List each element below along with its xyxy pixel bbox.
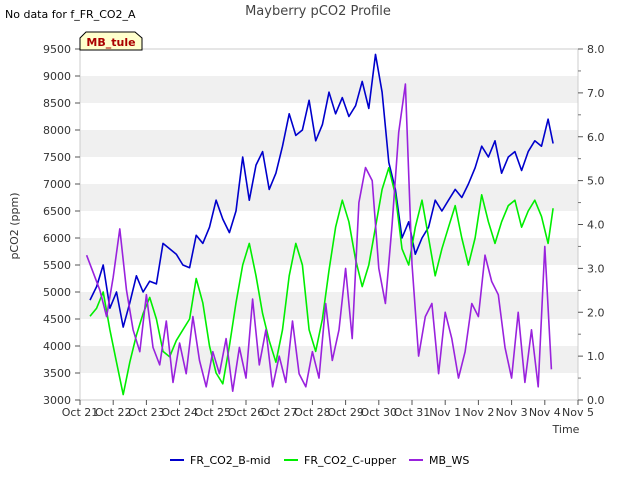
- y2-tick-label: 2.0: [587, 306, 605, 319]
- x-tick-label: Oct 21: [62, 406, 99, 419]
- y-tick-label: 4000: [43, 340, 71, 353]
- y-tick-label: 7000: [43, 178, 71, 191]
- y-axis-right: 0.0 1.0 2.0 3.0 4.0 5.0 6.0 7.0 8.0: [578, 43, 605, 407]
- x-tick-label: Nov 1: [429, 406, 461, 419]
- y-tick-label: 5000: [43, 286, 71, 299]
- grid-bands: [80, 49, 578, 400]
- x-tick-label: Nov 4: [529, 406, 561, 419]
- y-tick-label: 3000: [43, 394, 71, 407]
- no-data-notice: No data for f_FR_CO2_A: [5, 8, 136, 21]
- y2-tick-label: 3.0: [587, 262, 605, 275]
- series-line-FR_CO2_C-upper: [89, 167, 554, 396]
- x-tick-label: Oct 22: [95, 406, 132, 419]
- x-tick-label: Oct 24: [161, 406, 198, 419]
- site-tag: MB_tule: [79, 31, 143, 51]
- grid-band: [80, 292, 578, 319]
- grid-band: [80, 130, 578, 157]
- x-tick-label: Oct 30: [361, 406, 398, 419]
- site-tag-box: [79, 31, 143, 51]
- y-tick-label: 9000: [43, 70, 71, 83]
- x-tick-label: Oct 29: [327, 406, 364, 419]
- y-axis-left: 3000 3500 4000 4500 5000 5500 6000 6500 7000 7500…: [43, 43, 80, 407]
- y-tick-label: 6500: [43, 205, 71, 218]
- grid-band: [80, 184, 578, 211]
- y-axis-label: pCO2 (ppm): [8, 192, 21, 259]
- y2-tick-label: 6.0: [587, 131, 605, 144]
- legend-label: FR_CO2_C-upper: [304, 454, 397, 467]
- x-tick-label: Oct 27: [261, 406, 298, 419]
- legend-label: FR_CO2_B-mid: [190, 454, 271, 467]
- x-axis-label: Time: [552, 423, 580, 436]
- y2-tick-label: 7.0: [587, 87, 605, 100]
- x-tick-label: Nov 3: [496, 406, 528, 419]
- series-line-MB_WS: [85, 83, 553, 393]
- y2-tick-label: 1.0: [587, 350, 605, 363]
- x-tick-label: Nov 2: [462, 406, 494, 419]
- y2-tick-label: 5.0: [587, 175, 605, 188]
- series-layer: [85, 53, 554, 396]
- series-line-FR_CO2_B-mid: [89, 53, 554, 328]
- grid-band: [80, 49, 578, 76]
- grid-band: [80, 211, 578, 238]
- x-tick-label: Nov 5: [562, 406, 594, 419]
- grid-band: [80, 103, 578, 130]
- grid-band: [80, 76, 578, 103]
- x-tick-label: Oct 28: [294, 406, 331, 419]
- grid-band: [80, 373, 578, 400]
- legend-label: MB_WS: [429, 454, 469, 467]
- grid-band: [80, 157, 578, 184]
- y2-tick-label: 4.0: [587, 219, 605, 232]
- chart-title: Mayberry pCO2 Profile: [245, 4, 391, 19]
- y-tick-label: 6000: [43, 232, 71, 245]
- y-tick-label: 3500: [43, 367, 71, 380]
- y2-tick-label: 0.0: [587, 394, 605, 407]
- y-tick-label: 4500: [43, 313, 71, 326]
- y2-tick-label: 8.0: [587, 43, 605, 56]
- x-tick-label: Oct 26: [228, 406, 265, 419]
- y-tick-label: 5500: [43, 259, 71, 272]
- legend: FR_CO2_B-mid FR_CO2_C-upper MB_WS: [170, 454, 469, 467]
- grid-band: [80, 238, 578, 265]
- x-tick-label: Oct 25: [195, 406, 232, 419]
- y-tick-label: 9500: [43, 43, 71, 56]
- y-tick-label: 7500: [43, 151, 71, 164]
- x-tick-label: Oct 31: [394, 406, 431, 419]
- x-tick-label: Oct 23: [128, 406, 165, 419]
- site-tag-label: MB_tule: [86, 36, 135, 49]
- y-tick-label: 8500: [43, 97, 71, 110]
- y-tick-label: 8000: [43, 124, 71, 137]
